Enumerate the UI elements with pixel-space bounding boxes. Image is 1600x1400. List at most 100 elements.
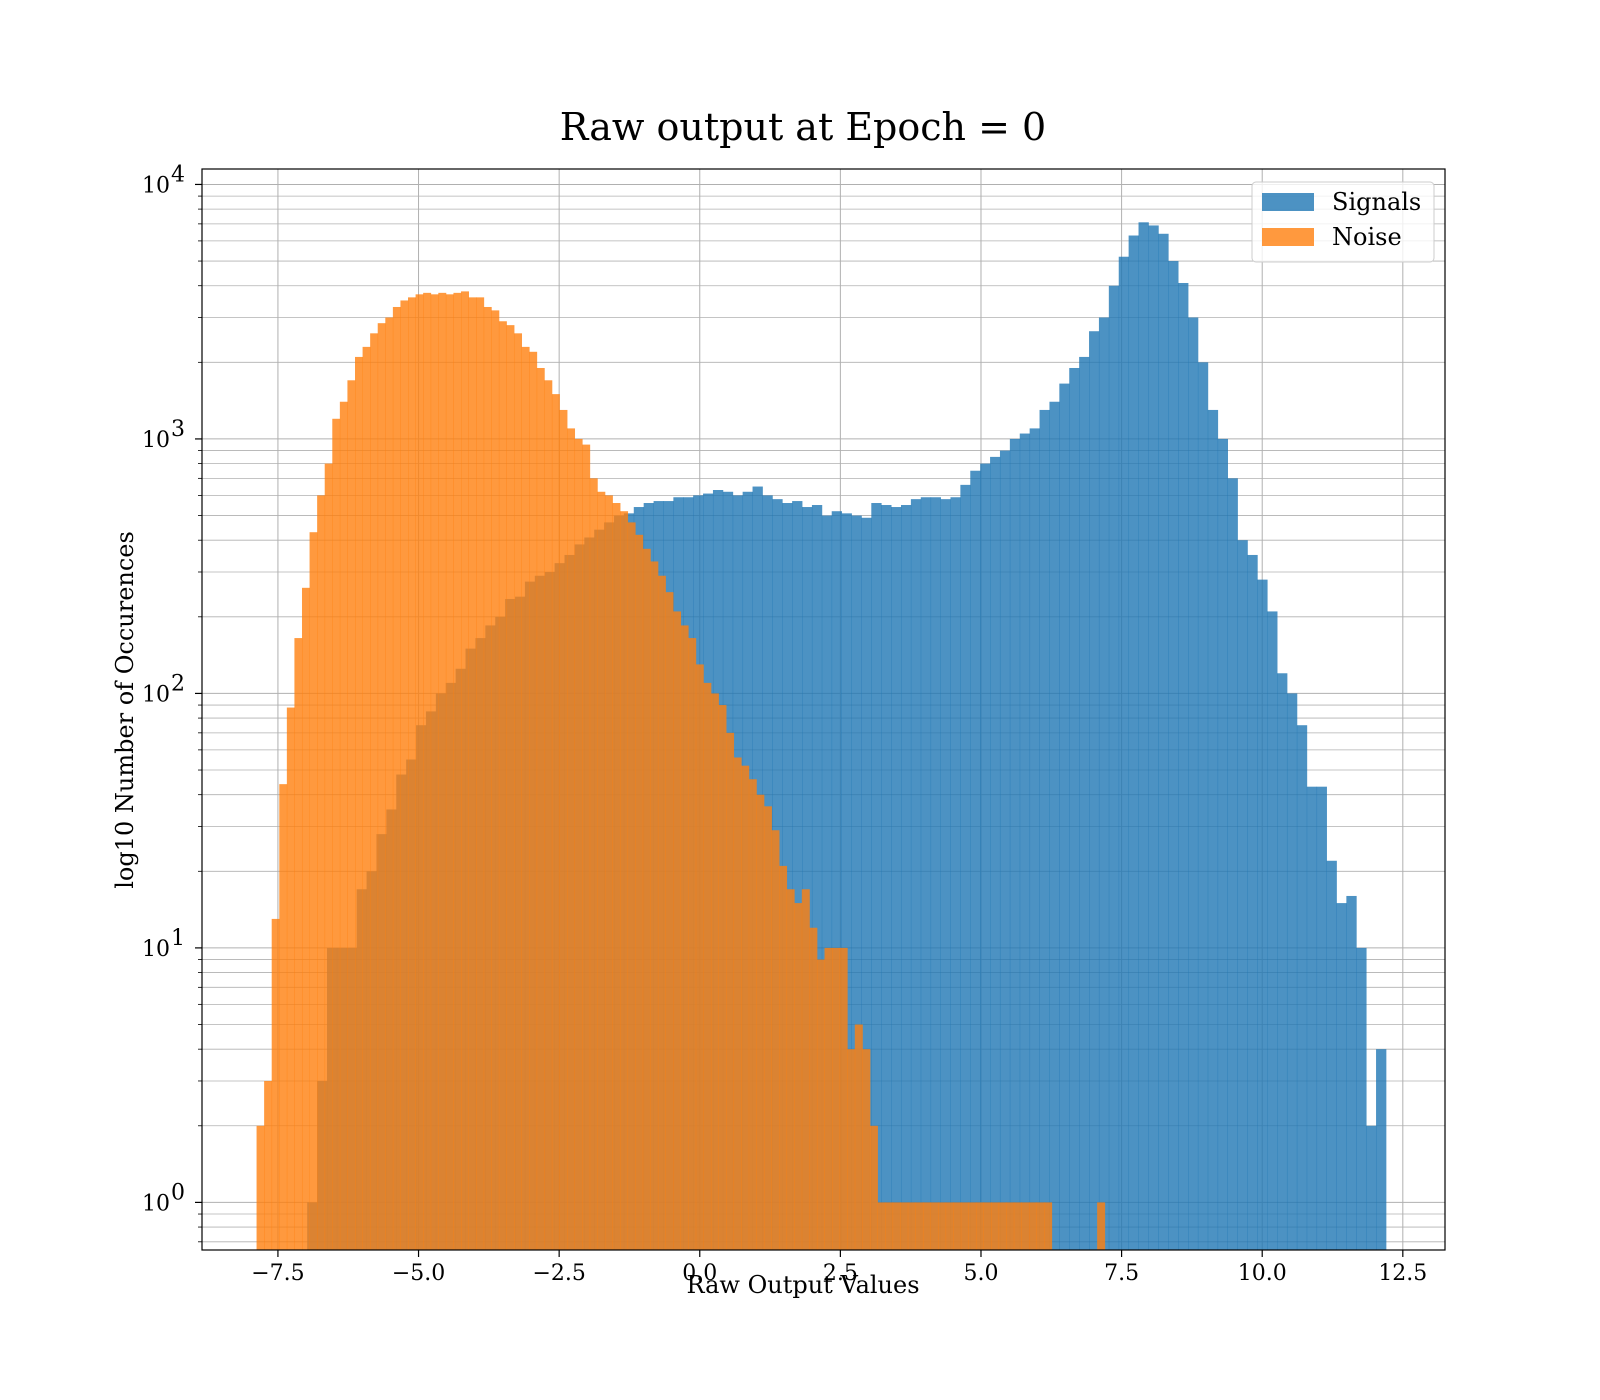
legend: Signals Noise <box>1251 181 1435 263</box>
y-tick-exponent-1: 1 <box>171 926 185 951</box>
bar-noise-65 <box>748 779 757 1250</box>
bar-noise-70 <box>786 889 795 1250</box>
bar-noise-21 <box>415 294 424 1251</box>
bar-noise-14 <box>362 346 371 1250</box>
bar-noise-24 <box>438 292 447 1251</box>
bar-noise-57 <box>688 638 697 1250</box>
bar-noise-37 <box>536 367 545 1250</box>
y-tick-exponent-0: 0 <box>171 1180 185 1205</box>
y-tick-label-2: 10 <box>142 682 170 707</box>
bar-noise-11 <box>339 401 348 1250</box>
bar-noise-90 <box>938 1202 947 1250</box>
bar-signals-104 <box>1336 903 1347 1250</box>
bar-noise-4 <box>286 707 295 1250</box>
legend-swatch-noise <box>1262 228 1314 246</box>
x-axis-ticks: −7.5 −5.0 −2.5 0.0 2.5 5.0 7.5 10.0 12.5 <box>251 1250 1427 1286</box>
bar-signals-61 <box>910 499 922 1250</box>
y-tick-exponent-2: 2 <box>171 671 185 696</box>
bar-noise-80 <box>862 1049 871 1250</box>
bar-noise-50 <box>635 534 644 1250</box>
x-tick-label-0: −7.5 <box>251 1261 304 1286</box>
bar-noise-31 <box>491 310 500 1250</box>
bar-noise-111 <box>1097 1202 1106 1250</box>
bar-noise-86 <box>907 1202 916 1250</box>
bar-signals-100 <box>1296 725 1308 1250</box>
bar-noise-27 <box>461 291 469 1250</box>
bar-noise-102 <box>1028 1202 1037 1250</box>
bar-signals-79 <box>1089 331 1100 1251</box>
bar-signals-76 <box>1059 383 1070 1251</box>
bar-signals-68 <box>980 463 991 1251</box>
bar-noise-12 <box>347 380 356 1250</box>
y-tick-label-3: 10 <box>142 428 170 453</box>
bar-noise-33 <box>506 325 515 1250</box>
bar-signals-75 <box>1049 401 1060 1250</box>
bar-noise-84 <box>892 1202 901 1250</box>
bar-signals-87 <box>1168 261 1179 1250</box>
bar-noise-69 <box>779 865 788 1250</box>
bar-noise-55 <box>673 611 682 1250</box>
bar-signals-49 <box>792 501 803 1250</box>
bar-signals-67 <box>970 470 981 1251</box>
bar-signals-71 <box>1009 438 1021 1250</box>
bar-signals-50 <box>802 507 813 1250</box>
bar-signals-70 <box>999 450 1011 1251</box>
bar-noise-47 <box>612 503 621 1250</box>
bar-noise-42 <box>574 438 583 1250</box>
bar-noise-93 <box>960 1202 969 1250</box>
bar-noise-91 <box>945 1202 954 1250</box>
bar-signals-83 <box>1128 235 1139 1250</box>
bar-noise-59 <box>703 682 712 1250</box>
bar-noise-1 <box>264 1080 273 1250</box>
bar-signals-69 <box>990 456 1001 1250</box>
bar-signals-95 <box>1247 554 1258 1250</box>
bar-noise-23 <box>430 294 439 1251</box>
bar-signals-63 <box>930 497 941 1250</box>
y-tick-label-1: 10 <box>142 937 170 962</box>
bar-noise-32 <box>498 321 507 1250</box>
bar-noise-83 <box>885 1202 894 1250</box>
bar-noise-61 <box>718 705 727 1250</box>
bar-signals-80 <box>1098 317 1110 1250</box>
bar-signals-86 <box>1158 233 1169 1250</box>
bar-noise-62 <box>726 732 735 1250</box>
bar-noise-25 <box>445 294 454 1251</box>
x-tick-label-8: 12.5 <box>1378 1261 1427 1286</box>
bar-signals-98 <box>1277 673 1288 1250</box>
bar-noise-82 <box>877 1202 886 1250</box>
bar-noise-101 <box>1021 1202 1030 1250</box>
bar-noise-72 <box>801 889 810 1250</box>
x-tick-label-5: 5.0 <box>963 1261 998 1286</box>
x-axis-label: Raw Output Values <box>686 1271 919 1299</box>
x-tick-label-3: 0.0 <box>682 1261 717 1286</box>
bar-noise-22 <box>423 292 432 1251</box>
bar-signals-99 <box>1286 693 1298 1250</box>
bar-noise-40 <box>559 409 568 1250</box>
bar-noise-73 <box>809 927 818 1250</box>
bar-noise-36 <box>529 351 538 1250</box>
bar-noise-68 <box>771 830 780 1250</box>
bar-signals-73 <box>1029 428 1040 1250</box>
bar-signals-82 <box>1118 256 1130 1251</box>
plot-frame <box>201 168 1446 1251</box>
bar-noise-48 <box>620 511 629 1251</box>
bar-noise-96 <box>983 1202 992 1250</box>
bar-signals-55 <box>851 515 862 1250</box>
bar-signals-62 <box>920 497 932 1250</box>
bar-noise-76 <box>832 947 841 1250</box>
bar-noise-88 <box>922 1202 931 1250</box>
bar-signals-74 <box>1039 409 1050 1250</box>
bar-noise-58 <box>695 664 704 1250</box>
bar-noise-81 <box>869 1125 878 1250</box>
y-tick-label-4: 10 <box>142 173 170 198</box>
bar-noise-77 <box>839 947 848 1250</box>
bar-noise-3 <box>279 784 288 1250</box>
bar-signals-89 <box>1188 317 1199 1250</box>
bar-signals-106 <box>1356 947 1367 1250</box>
bar-noise-13 <box>355 356 363 1250</box>
y-tick-exponent-4: 4 <box>171 162 185 187</box>
series-noise-bars <box>256 291 1106 1251</box>
x-tick-label-1: −5.0 <box>392 1261 445 1286</box>
